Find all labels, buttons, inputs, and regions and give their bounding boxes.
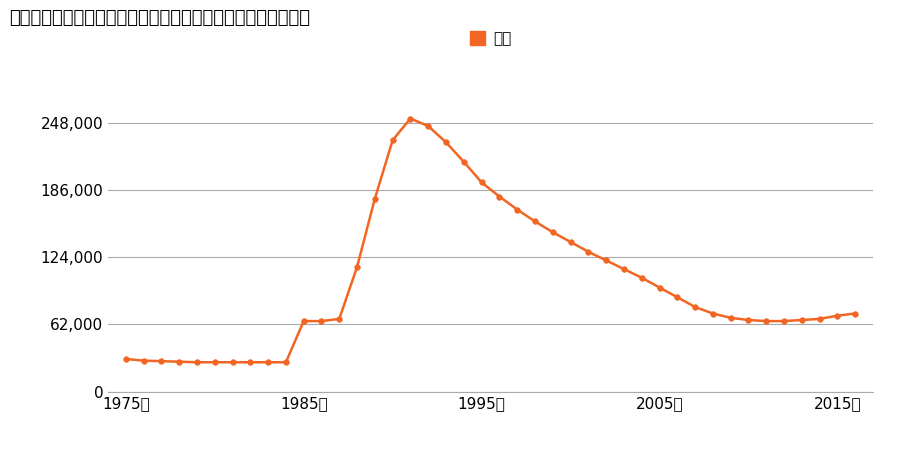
Text: 神奈川県厚木市温水字中原２０３７番２ほか２７筆の地価推移: 神奈川県厚木市温水字中原２０３７番２ほか２７筆の地価推移 [9,9,310,27]
Legend: 価格: 価格 [464,25,518,52]
